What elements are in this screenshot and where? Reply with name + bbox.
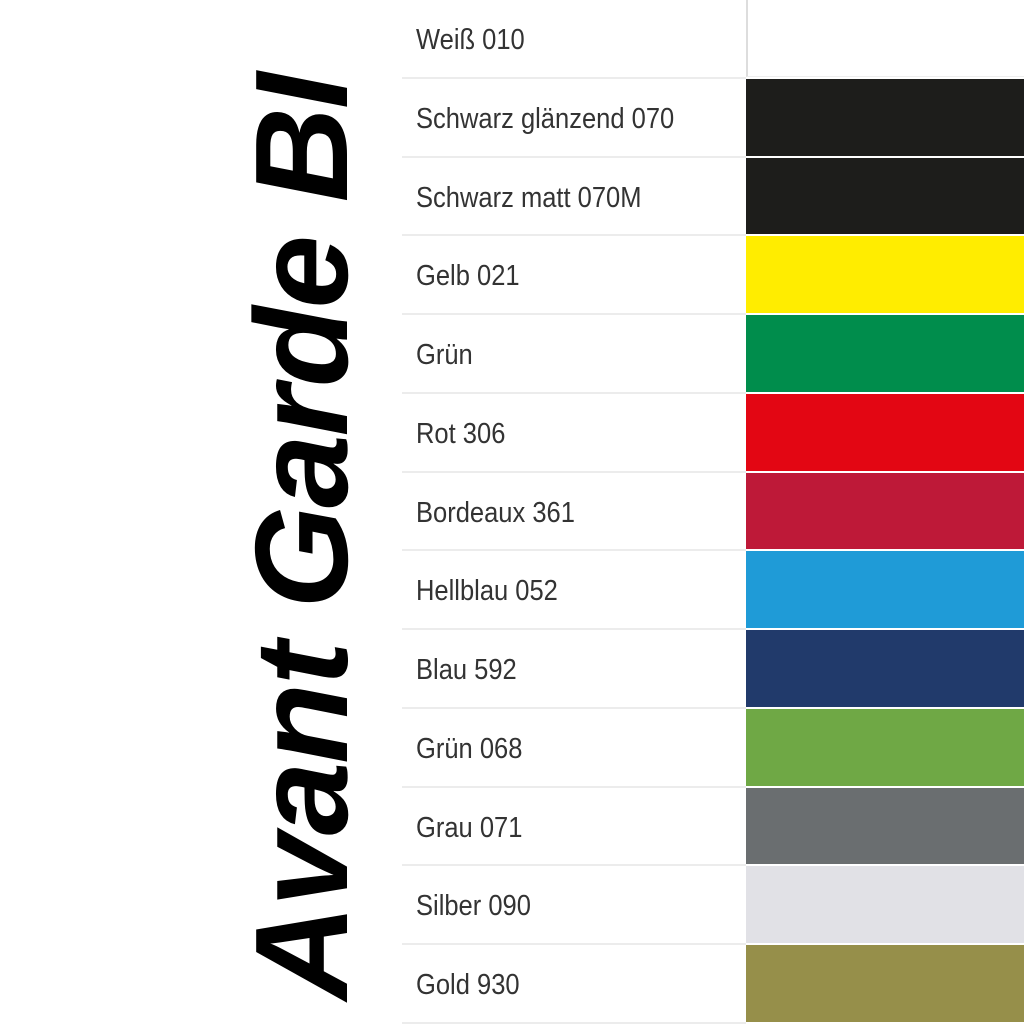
color-label: Grau 071	[416, 811, 523, 844]
color-row: Blau 592	[402, 630, 1024, 709]
row-divider	[402, 391, 746, 394]
color-label: Gold 930	[416, 969, 520, 1002]
color-swatch	[746, 866, 1024, 944]
color-row: Hellblau 052	[402, 551, 1024, 631]
color-row: Grau 071	[402, 787, 1024, 867]
color-row: Schwarz matt 070M	[402, 157, 1024, 237]
color-swatch	[746, 945, 1024, 1022]
row-divider	[402, 1021, 746, 1024]
color-swatch	[746, 708, 1024, 786]
row-divider	[402, 628, 746, 631]
row-divider	[402, 549, 746, 552]
color-label: Schwarz glänzend 070	[416, 102, 675, 135]
color-label: Blau 592	[416, 654, 517, 687]
color-label: Grün	[416, 339, 473, 372]
color-swatch	[746, 0, 1024, 77]
row-divider	[402, 313, 746, 316]
row-divider	[402, 76, 746, 79]
color-label: Bordeaux 361	[416, 496, 575, 529]
color-swatch	[746, 393, 1024, 471]
color-swatch	[746, 787, 1024, 865]
color-row: Bordeaux 361	[402, 472, 1024, 552]
color-label: Grün 068	[416, 732, 523, 765]
color-table: Weiß 010 Schwarz glänzend 070 Schwarz matt…	[402, 0, 1024, 1024]
color-label: Silber 090	[416, 890, 531, 923]
color-row: Rot 306	[402, 393, 1024, 473]
row-divider	[402, 864, 746, 867]
color-swatch	[746, 236, 1024, 314]
color-label: Hellblau 052	[416, 575, 558, 608]
color-row: Gelb 021	[402, 236, 1024, 316]
color-swatch	[746, 157, 1024, 235]
row-divider	[402, 706, 746, 709]
row-divider	[402, 943, 746, 946]
color-swatch	[746, 472, 1024, 550]
color-row: Grün 068	[402, 708, 1024, 788]
color-row: Grün	[402, 315, 1024, 394]
font-name-title: Avant Garde BI	[228, 74, 375, 1000]
color-swatch	[746, 78, 1024, 156]
row-divider	[402, 785, 746, 788]
color-row: Schwarz glänzend 070	[402, 78, 1024, 158]
color-row: Gold 930	[402, 945, 1024, 1024]
color-swatch	[746, 551, 1024, 629]
color-label: Rot 306	[416, 417, 506, 450]
color-label: Weiß 010	[416, 24, 525, 56]
row-divider	[402, 155, 746, 158]
color-row: Silber 090	[402, 866, 1024, 946]
color-label: Gelb 021	[416, 260, 520, 293]
color-swatch	[746, 630, 1024, 707]
color-row: Weiß 010	[402, 0, 1024, 79]
row-divider	[402, 470, 746, 473]
color-label: Schwarz matt 070M	[416, 181, 642, 214]
row-divider	[402, 234, 746, 237]
color-swatch	[746, 315, 1024, 392]
